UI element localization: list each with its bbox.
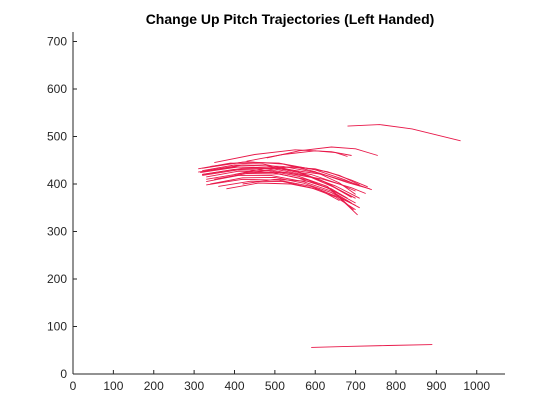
- x-tick-label-1000: 1000: [463, 379, 490, 393]
- y-tick-label-500: 500: [47, 130, 67, 144]
- x-tick-label-100: 100: [103, 379, 123, 393]
- y-tick-label-200: 200: [47, 272, 67, 286]
- x-tick-label-400: 400: [224, 379, 244, 393]
- axes: 0 100 200 300 400 500 600 700 800 900 1000 0 100 200 3…: [47, 32, 505, 393]
- trajectory-line-25: [234, 166, 368, 188]
- trajectory-line-23: [242, 178, 348, 199]
- x-tick-label-300: 300: [184, 379, 204, 393]
- trajectory-line-5: [246, 150, 348, 162]
- y-tick-label-700: 700: [47, 35, 67, 49]
- trajectory-line-3: [214, 149, 352, 164]
- x-tick-label-700: 700: [346, 379, 366, 393]
- x-tick-label-800: 800: [386, 379, 406, 393]
- x-tick-label-600: 600: [305, 379, 325, 393]
- y-tick-label-400: 400: [47, 177, 67, 191]
- chart-title: Change Up Pitch Trajectories (Left Hande…: [146, 11, 435, 27]
- plot-lines: [198, 124, 461, 348]
- x-tick-label-200: 200: [144, 379, 164, 393]
- y-tick-label-600: 600: [47, 82, 67, 96]
- trajectory-line-16: [198, 166, 360, 199]
- trajectory-line-26: [254, 166, 360, 186]
- trajectory-line-4: [266, 146, 378, 159]
- trajectory-line-24: [226, 182, 340, 201]
- y-tick-label-300: 300: [47, 225, 67, 239]
- trajectory-line-1: [347, 124, 461, 142]
- trajectory-line-10: [200, 166, 356, 192]
- y-tick-label-0: 0: [60, 367, 67, 381]
- y-tick-label-100: 100: [47, 320, 67, 334]
- trajectory-line-22: [206, 178, 356, 206]
- trajectory-line-7: [206, 164, 370, 190]
- trajectory-line-2: [311, 344, 433, 348]
- x-tick-label-500: 500: [265, 379, 285, 393]
- trajectory-line-21: [218, 180, 356, 211]
- trajectory-line-20: [214, 173, 354, 211]
- x-tick-label-0: 0: [70, 379, 77, 393]
- x-tick-label-900: 900: [426, 379, 446, 393]
